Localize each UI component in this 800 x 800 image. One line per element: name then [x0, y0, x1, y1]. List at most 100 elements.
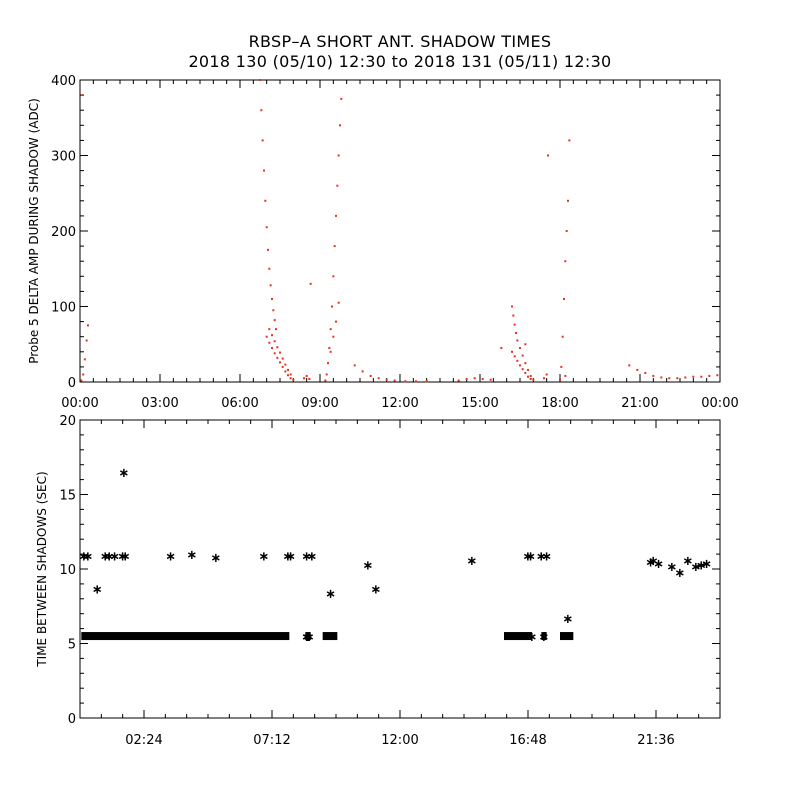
y-tick-label: 100: [51, 301, 76, 316]
data-point: [329, 328, 332, 331]
data-point: [269, 284, 272, 287]
data-point: [716, 374, 719, 377]
data-point: [80, 379, 83, 382]
data-point: [281, 365, 284, 368]
data-point: [279, 361, 281, 364]
y-axis-label: Probe 5 DELTA AMP DURING SHADOW (ADC): [27, 98, 41, 364]
data-point: [519, 347, 521, 350]
data-point: [404, 380, 407, 383]
data-point: [516, 359, 519, 362]
y-tick-label: 200: [51, 225, 76, 240]
data-point: ∗: [371, 582, 382, 597]
data-point: [515, 331, 517, 334]
y-tick-label: 0: [68, 712, 76, 727]
y-tick-label: 10: [59, 563, 76, 578]
data-point: [259, 79, 261, 81]
data-point: [465, 377, 468, 380]
data-band: [504, 632, 532, 641]
data-point: ∗: [691, 560, 702, 575]
series: [80, 79, 719, 383]
data-point: ∗: [696, 559, 707, 574]
data-point: ∗: [301, 550, 312, 565]
data-point: [335, 214, 337, 217]
x-tick-label: 00:00: [701, 396, 738, 411]
data-point: ∗: [187, 548, 198, 563]
data-point: [271, 347, 273, 350]
data-point: ∗: [283, 550, 294, 565]
data-point: ∗: [525, 550, 536, 565]
data-point: [309, 282, 312, 285]
data-point: [521, 368, 524, 371]
data-point: [340, 97, 343, 100]
data-point: [489, 378, 492, 381]
data-point: [700, 375, 703, 378]
x-tick-label: 21:00: [621, 396, 658, 411]
data-point: [561, 335, 564, 338]
data-point: [676, 377, 679, 380]
plot-frame: [79, 419, 721, 719]
y-tick-label: 15: [59, 489, 76, 504]
data-point: [636, 368, 639, 371]
data-point: [335, 320, 337, 323]
data-band: [541, 632, 547, 641]
panel-2: 02:24 07:12 12:00 16:48 21:36 0 5 10 15 20 TIME BE…: [35, 414, 721, 748]
data-point: [521, 354, 524, 357]
data-point: [568, 139, 571, 142]
data-point: [457, 379, 460, 382]
data-point: ∗: [523, 550, 534, 565]
data-point: [567, 199, 569, 202]
data-point: ∗: [104, 550, 115, 565]
data-point: [660, 376, 663, 379]
data-point: ∗: [92, 582, 103, 597]
data-point: [511, 350, 513, 353]
data-point: [261, 139, 264, 142]
data-point: [276, 346, 279, 349]
data-point: ∗: [285, 550, 296, 565]
data-point: [644, 371, 647, 374]
data-point: [329, 350, 332, 353]
data-point: [303, 377, 305, 380]
x-tick-label: 07:12: [253, 733, 290, 748]
data-point: [684, 376, 687, 379]
data-point: [336, 184, 339, 187]
x-tick-label: 21:36: [637, 733, 674, 748]
data-point: ∗: [675, 566, 686, 581]
data-point: [263, 169, 265, 172]
x-tick-label: 00:00: [61, 396, 98, 411]
data-point: ∗: [165, 550, 176, 565]
data-point: [564, 260, 567, 263]
data-band: [81, 632, 290, 641]
chart-title: RBSP–A SHORT ANT. SHADOW TIMES: [248, 32, 552, 51]
data-point: [337, 301, 340, 304]
data-point: [565, 230, 568, 232]
data-point: ∗: [119, 466, 130, 481]
data-point: [287, 368, 289, 371]
data-point: ∗: [563, 612, 574, 627]
data-point: [260, 109, 263, 112]
data-point: [87, 324, 89, 327]
data-point: ∗: [467, 554, 478, 569]
data-point: [289, 373, 292, 376]
data-point: [353, 364, 356, 367]
data-point: [519, 364, 521, 367]
data-point: [272, 309, 275, 312]
data-point: [524, 371, 527, 374]
data-point: [284, 363, 287, 366]
data-point: ∗: [120, 550, 131, 565]
series: ∗∗∗∗∗∗∗∗∗∗ ∗ ∗ ∗ ∗∗ ∗∗∗∗∗∗ ∗∗ ∗∗∗∗∗∗ ∗∗∗∗∗∗∗∗∗ ∗ ∗: [79, 466, 713, 645]
data-point: [425, 380, 428, 383]
data-point: [628, 364, 631, 367]
data-band: [560, 632, 574, 641]
data-point: [545, 373, 548, 376]
x-tick-label: 18:00: [541, 396, 578, 411]
data-band: [322, 632, 338, 641]
y-tick-label: 20: [59, 414, 76, 429]
data-point: [692, 375, 695, 378]
data-point: [527, 375, 529, 378]
data-point: ∗: [100, 550, 111, 565]
data-point: [332, 335, 335, 338]
data-point: [292, 378, 295, 381]
data-point: ∗: [301, 630, 312, 645]
data-point: [271, 334, 273, 337]
